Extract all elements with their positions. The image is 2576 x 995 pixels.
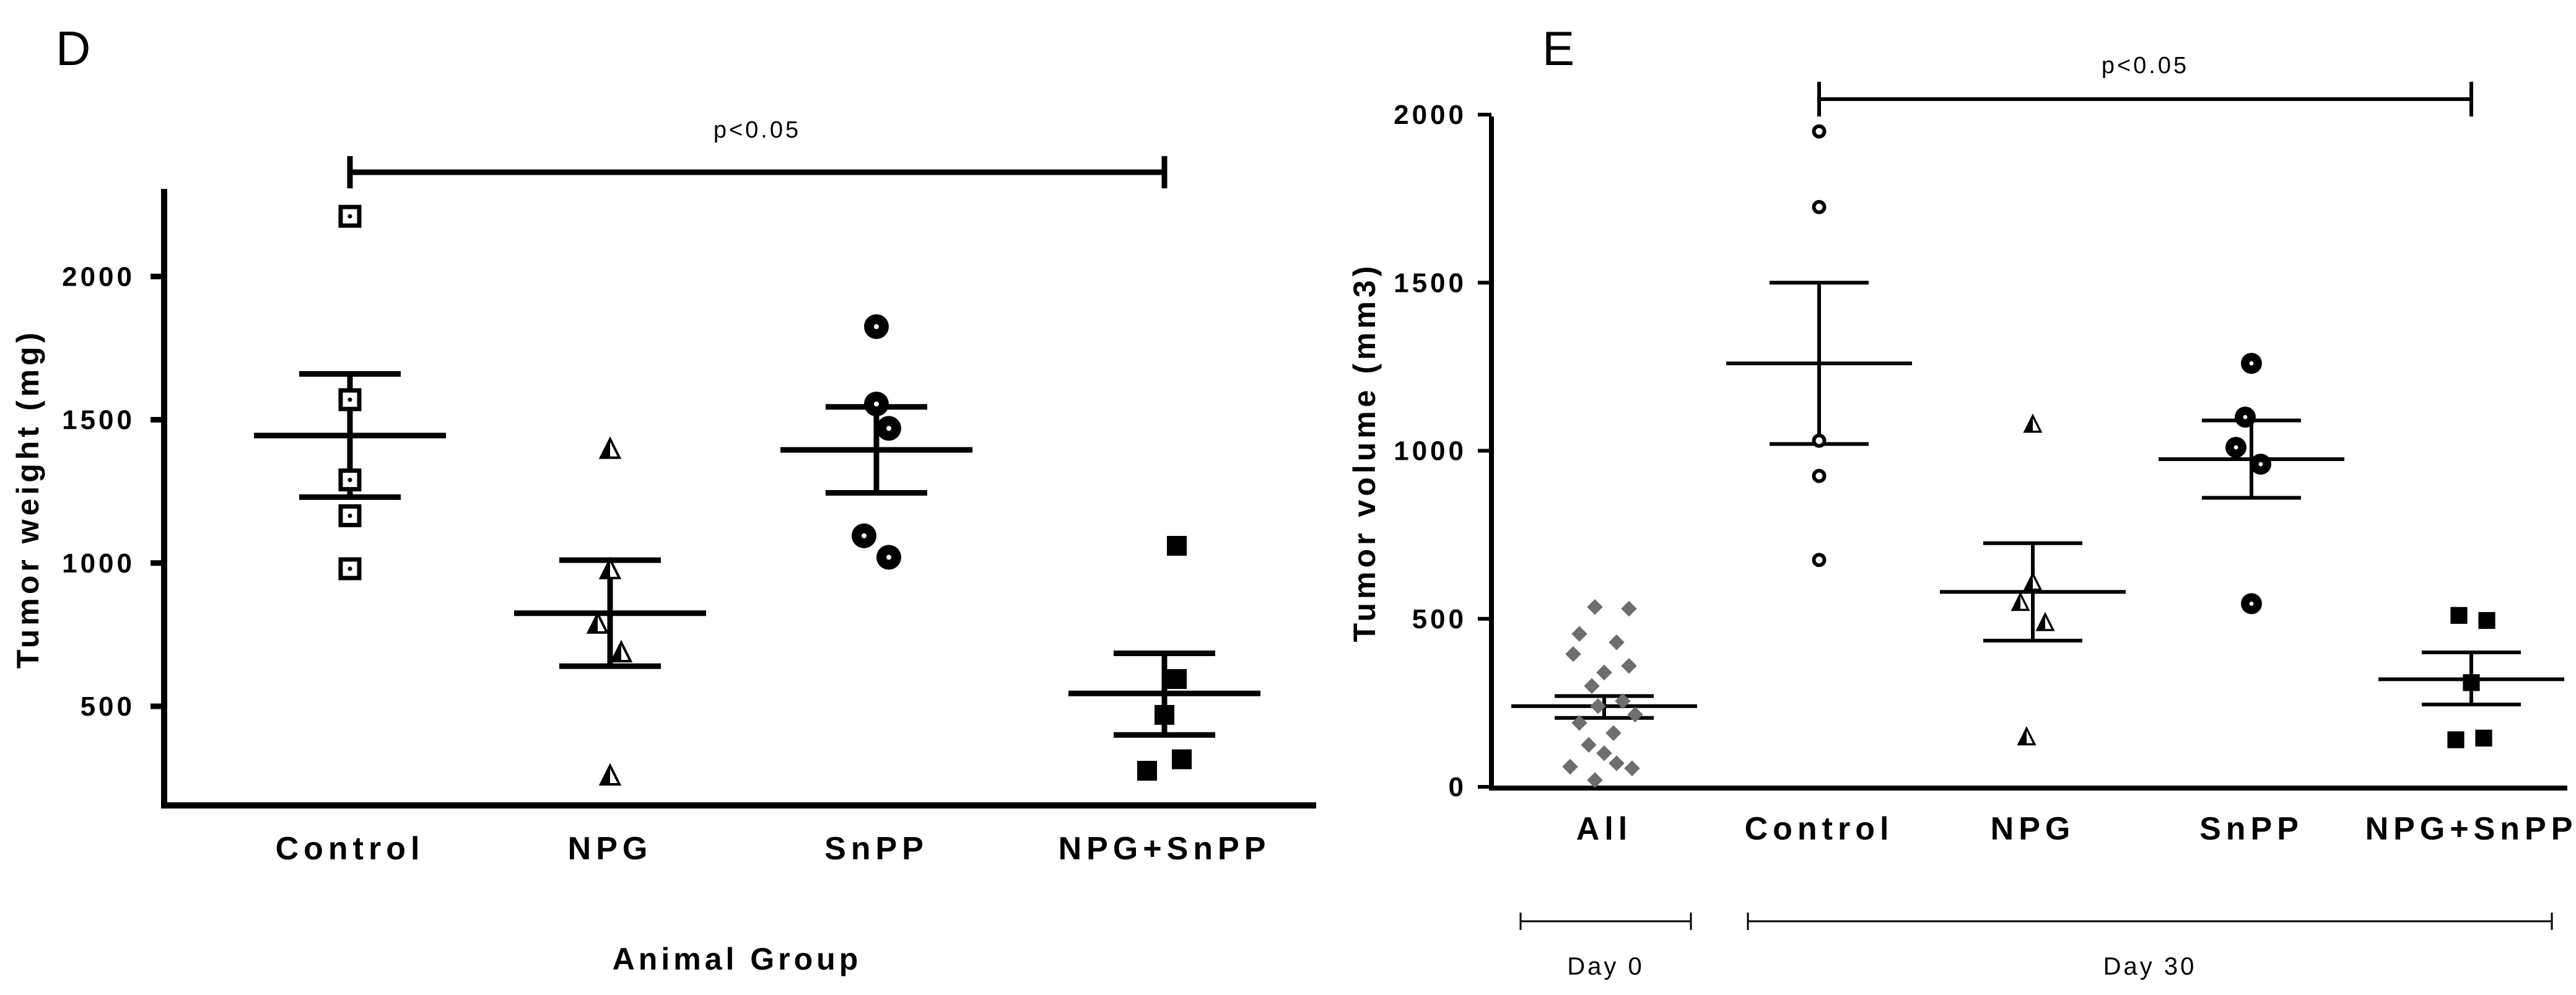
e-point-all-8: [1584, 678, 1600, 694]
e-y-tick-label-2000: 2000: [1394, 100, 1467, 130]
d-point-control-3: [338, 468, 362, 492]
e-point-npg-snpp-1: [2450, 607, 2468, 624]
d-point-npg-snpp-1: [1167, 536, 1187, 556]
e-series-npg: [1940, 413, 2126, 746]
d-x-tick-label-npg: NPG: [568, 831, 653, 867]
e-point-npg-snpp-3: [2463, 674, 2480, 691]
d-y-tick-label-2000: 2000: [62, 261, 135, 292]
e-point-all-19: [1587, 772, 1603, 788]
d-point-control-1: [338, 204, 362, 228]
e-x-tick-label-snpp: SnPP: [2199, 811, 2303, 847]
e-point-all-3: [1571, 626, 1587, 642]
e-group-label-day-30: Day 30: [2103, 953, 2197, 980]
e-point-all-9: [1615, 693, 1631, 709]
y-axis-title-e: Tumor volume (mm3): [1347, 263, 1382, 642]
e-point-snpp-2: [2235, 406, 2256, 428]
e-point-all-1: [1587, 599, 1603, 615]
e-point-all-5: [1565, 646, 1581, 662]
e-point-npg-snpp-5: [2475, 729, 2492, 747]
e-x-tick-label-all: All: [1576, 811, 1632, 847]
e-y-tick-label-500: 500: [1412, 604, 1467, 634]
e-y-tick-label-0: 0: [1449, 772, 1467, 802]
e-point-npg-3: [2011, 592, 2030, 611]
e-point-npg-4: [2035, 611, 2055, 631]
e-point-snpp-3: [2225, 437, 2246, 458]
d-point-npg-2: [598, 556, 622, 579]
e-point-all-12: [1571, 715, 1587, 731]
d-point-npg-snpp-2: [1167, 669, 1187, 690]
d-x-tick-label-snpp: SnPP: [824, 831, 928, 867]
d-point-snpp-3: [876, 416, 901, 441]
e-point-all-6: [1621, 657, 1637, 674]
e-point-all-13: [1605, 725, 1622, 741]
d-x-tick-label-control: Control: [276, 831, 425, 867]
e-point-all-14: [1581, 737, 1597, 753]
e-point-all-2: [1621, 600, 1637, 617]
e-point-all-18: [1624, 760, 1640, 776]
d-point-snpp-5: [876, 545, 901, 570]
e-point-control-3: [1812, 433, 1827, 448]
d-point-control-5: [338, 557, 362, 581]
e-x-tick-label-npg: NPG: [1991, 811, 2076, 847]
e-point-all-16: [1609, 755, 1625, 771]
e-series-all: [1511, 599, 1697, 788]
d-y-tick-label-500: 500: [81, 691, 135, 722]
e-series-npg-snpp: [2378, 607, 2564, 748]
y-axis-title-d: Tumor weight (mg): [11, 329, 45, 668]
d-series-control: [254, 204, 446, 581]
e-point-all-7: [1596, 664, 1612, 681]
e-point-snpp-5: [2241, 593, 2262, 615]
e-point-npg-snpp-4: [2447, 731, 2465, 748]
d-point-npg-5: [598, 763, 622, 786]
e-x-tick-label-control: Control: [1745, 811, 1894, 847]
d-y-tick-label-1500: 1500: [62, 405, 135, 436]
e-series-snpp: [2159, 353, 2344, 615]
e-y-tick-label-1000: 1000: [1394, 436, 1467, 467]
e-point-all-17: [1562, 758, 1578, 775]
d-point-npg-snpp-3: [1155, 704, 1174, 725]
d-point-snpp-1: [864, 314, 889, 340]
e-point-npg-snpp-2: [2478, 611, 2495, 629]
d-point-control-4: [338, 504, 362, 527]
x-axis-title-d: Animal Group: [613, 942, 862, 976]
d-point-npg-4: [609, 639, 633, 663]
d-point-npg-3: [586, 611, 609, 634]
e-x-tick-label-npg-snpp: NPG+SnPP: [2365, 811, 2576, 847]
e-point-control-5: [1812, 553, 1827, 568]
e-group-label-day-0: Day 0: [1567, 953, 1644, 980]
d-point-npg-snpp-4: [1172, 749, 1192, 769]
e-point-all-15: [1596, 745, 1612, 761]
chart-panel-e: 0 500 1000 1500 2000 All Control NPG SnPP NPG+Sn…: [1347, 53, 2576, 980]
e-point-all-11: [1627, 706, 1643, 723]
e-significance-label: p<0.05: [2102, 53, 2189, 79]
e-series-control: [1726, 124, 1912, 568]
d-point-control-2: [338, 388, 362, 411]
d-point-snpp-4: [852, 523, 876, 548]
e-point-all-10: [1590, 698, 1606, 714]
e-point-npg-2: [2023, 571, 2043, 591]
chart-panel-d: 500 1000 1500 2000 Control NPG SnPP NPG+SnPP T…: [11, 117, 1316, 976]
d-point-snpp-2: [864, 392, 889, 417]
e-point-control-2: [1812, 199, 1827, 214]
e-point-snpp-1: [2241, 353, 2262, 374]
d-y-tick-label-1000: 1000: [62, 548, 135, 579]
e-point-control-1: [1812, 124, 1827, 139]
d-x-tick-label-npg-snpp: NPG+SnPP: [1059, 831, 1271, 867]
d-point-npg-snpp-5: [1137, 761, 1157, 781]
e-point-npg-1: [2023, 413, 2043, 433]
e-point-all-4: [1609, 634, 1625, 651]
d-series-npg: [514, 436, 706, 786]
d-significance-label: p<0.05: [714, 117, 801, 143]
d-point-npg-1: [598, 436, 622, 459]
panel-letter-e: E: [1542, 21, 1574, 76]
e-point-snpp-4: [2250, 454, 2271, 475]
e-point-npg-5: [2017, 726, 2037, 746]
e-point-control-4: [1812, 468, 1827, 483]
panel-letter-d: D: [56, 21, 90, 76]
e-y-tick-label-1500: 1500: [1394, 268, 1467, 298]
d-series-snpp: [780, 314, 972, 570]
d-series-npg-snpp: [1068, 536, 1260, 781]
